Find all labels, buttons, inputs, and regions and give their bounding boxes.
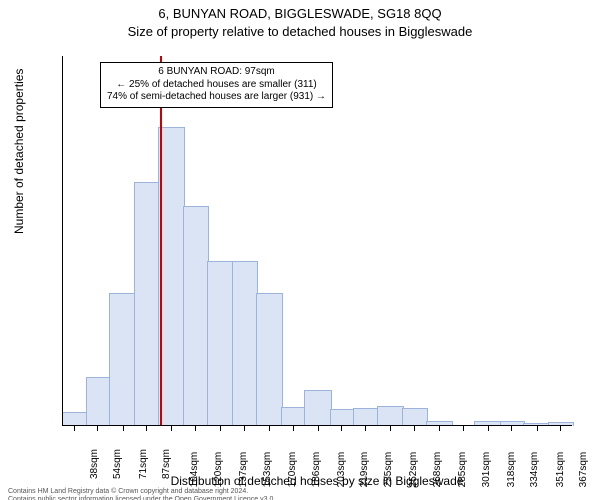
x-tick-mark [318, 426, 319, 431]
x-tick-mark [365, 426, 366, 431]
histogram-bar [256, 293, 283, 426]
histogram-bar [353, 408, 379, 426]
x-tick-mark [195, 426, 196, 431]
histogram-bar [109, 293, 136, 426]
histogram-bar [377, 406, 404, 426]
x-tick-mark [269, 426, 270, 431]
x-tick-mark [488, 426, 489, 431]
histogram-bars [62, 56, 572, 426]
histogram-bar [158, 127, 185, 426]
chart-title-line2: Size of property relative to detached ho… [0, 24, 600, 40]
histogram-bar [304, 390, 331, 426]
annotation-line3: 74% of semi-detached houses are larger (… [107, 91, 326, 104]
x-tick-mark [74, 426, 75, 431]
plot-region: 050100150200250300350 38sqm54sqm71sqm87s… [62, 56, 572, 426]
x-tick-mark [439, 426, 440, 431]
x-tick-mark [171, 426, 172, 431]
x-tick-mark [463, 426, 464, 431]
annotation-line1: 6 BUNYAN ROAD: 97sqm [107, 66, 326, 79]
histogram-bar [207, 261, 234, 426]
x-tick-mark [560, 426, 561, 431]
histogram-bar [232, 261, 258, 426]
x-tick-label: 367sqm [578, 452, 589, 488]
histogram-bar [134, 182, 160, 426]
histogram-bar [183, 206, 209, 426]
footer-line1: Contains HM Land Registry data © Crown c… [8, 488, 275, 496]
y-axis-label: Number of detached properties [12, 69, 26, 234]
histogram-bar [330, 409, 356, 426]
x-tick-mark [97, 426, 98, 431]
chart-container: 6, BUNYAN ROAD, BIGGLESWADE, SG18 8QQ Si… [0, 6, 600, 500]
x-tick-mark [414, 426, 415, 431]
x-tick-mark [390, 426, 391, 431]
x-tick-mark [537, 426, 538, 431]
annotation-line2: ← 25% of detached houses are smaller (31… [107, 79, 326, 92]
histogram-bar [62, 412, 88, 426]
x-tick-mark [123, 426, 124, 431]
y-axis-line [62, 56, 63, 426]
x-axis-label: Distribution of detached houses by size … [62, 474, 572, 488]
x-tick-mark [146, 426, 147, 431]
histogram-bar [402, 408, 428, 426]
footer: Contains HM Land Registry data © Crown c… [8, 488, 275, 500]
annotation-box: 6 BUNYAN ROAD: 97sqm ← 25% of detached h… [100, 62, 333, 108]
x-tick-mark [244, 426, 245, 431]
marker-line [160, 56, 162, 426]
chart-title-line1: 6, BUNYAN ROAD, BIGGLESWADE, SG18 8QQ [0, 6, 600, 22]
x-tick-mark [220, 426, 221, 431]
footer-line2: Contains public sector information licen… [8, 496, 275, 500]
x-tick-mark [511, 426, 512, 431]
histogram-bar [281, 407, 307, 426]
x-tick-mark [293, 426, 294, 431]
histogram-bar [86, 377, 112, 426]
plot-area [62, 56, 572, 426]
x-tick-mark [341, 426, 342, 431]
